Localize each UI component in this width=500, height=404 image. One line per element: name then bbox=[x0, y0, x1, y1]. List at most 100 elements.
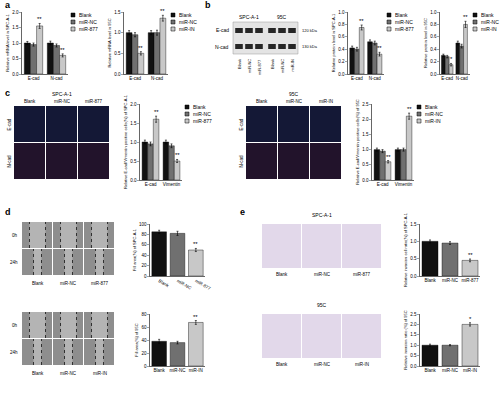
svg-text:100: 100 bbox=[139, 222, 147, 227]
svg-text:Fill area(%) of 95C: Fill area(%) of 95C bbox=[134, 323, 139, 356]
svg-text:E-cad: E-cad bbox=[7, 118, 12, 130]
svg-text:1.0: 1.0 bbox=[362, 147, 369, 152]
svg-text:95C: 95C bbox=[317, 302, 327, 308]
svg-text:80: 80 bbox=[141, 312, 147, 317]
svg-text:E-cad: E-cad bbox=[28, 76, 40, 81]
svg-text:miR-NC: miR-NC bbox=[481, 19, 499, 25]
svg-text:80: 80 bbox=[141, 232, 147, 237]
svg-text:E-cad: E-cad bbox=[239, 118, 244, 130]
svg-text:Relative protein level in SPC-: Relative protein level in SPC-A-1 bbox=[331, 13, 336, 72]
svg-text:miR-NC: miR-NC bbox=[179, 19, 197, 25]
svg-text:24h: 24h bbox=[10, 350, 18, 355]
svg-text:2.0: 2.0 bbox=[130, 102, 137, 107]
svg-text:1.0: 1.0 bbox=[430, 10, 437, 15]
svg-text:1.0: 1.0 bbox=[114, 30, 121, 35]
svg-text:**: ** bbox=[160, 8, 165, 14]
svg-text:Blank: Blank bbox=[158, 278, 171, 288]
svg-text:0h: 0h bbox=[12, 323, 18, 328]
svg-text:miR-IN: miR-IN bbox=[290, 59, 295, 72]
svg-text:miR-IN: miR-IN bbox=[463, 368, 477, 373]
svg-text:miR-NC: miR-NC bbox=[442, 368, 459, 373]
svg-text:60: 60 bbox=[141, 325, 147, 330]
svg-text:E-cad: E-cad bbox=[216, 27, 229, 33]
svg-text:130 kDa: 130 kDa bbox=[302, 44, 318, 49]
svg-text:miR-NC: miR-NC bbox=[425, 111, 443, 117]
svg-text:miR-877: miR-877 bbox=[91, 281, 109, 286]
svg-text:0.5: 0.5 bbox=[362, 162, 369, 167]
svg-text:e: e bbox=[240, 207, 245, 217]
svg-text:**: ** bbox=[407, 106, 412, 112]
svg-text:miR-NC: miR-NC bbox=[314, 272, 331, 277]
svg-text:miR-877: miR-877 bbox=[395, 26, 414, 32]
svg-text:N-cad: N-cad bbox=[50, 76, 63, 81]
svg-text:**: ** bbox=[359, 18, 364, 24]
svg-text:0.0: 0.0 bbox=[114, 72, 121, 77]
svg-text:**: ** bbox=[193, 314, 198, 320]
svg-text:Relative protein level in 95C: Relative protein level in 95C bbox=[423, 18, 428, 68]
svg-text:miR-NC: miR-NC bbox=[60, 281, 77, 286]
svg-text:1.0: 1.0 bbox=[130, 140, 137, 145]
svg-text:95C: 95C bbox=[289, 91, 299, 97]
svg-text:E-cad: E-cad bbox=[441, 76, 453, 81]
svg-text:60: 60 bbox=[141, 242, 147, 247]
svg-text:N-cad: N-cad bbox=[456, 76, 469, 81]
svg-text:miR-IN: miR-IN bbox=[425, 118, 441, 124]
svg-text:Relative mRNA level in 95C: Relative mRNA level in 95C bbox=[107, 18, 112, 67]
svg-text:0.4: 0.4 bbox=[430, 47, 437, 52]
svg-text:0.4: 0.4 bbox=[338, 47, 345, 52]
svg-text:0.5: 0.5 bbox=[130, 159, 137, 164]
svg-text:miR-877: miR-877 bbox=[85, 99, 103, 104]
svg-text:Relative invasion ratio (%) of: Relative invasion ratio (%) of 95C bbox=[403, 310, 408, 369]
svg-text:Fill area(%) of SPC-A-1: Fill area(%) of SPC-A-1 bbox=[132, 228, 137, 271]
svg-text:E-cad: E-cad bbox=[145, 182, 157, 187]
svg-text:SPC-A-1: SPC-A-1 bbox=[239, 14, 259, 20]
svg-text:**: ** bbox=[175, 152, 180, 158]
svg-text:miR-IN: miR-IN bbox=[93, 371, 107, 376]
svg-text:20: 20 bbox=[141, 351, 147, 356]
svg-text:Vimentin: Vimentin bbox=[395, 182, 413, 187]
svg-text:*: * bbox=[469, 316, 472, 322]
svg-text:Blank: Blank bbox=[395, 12, 408, 18]
svg-text:1.0: 1.0 bbox=[410, 343, 417, 348]
svg-text:40: 40 bbox=[141, 253, 147, 258]
svg-text:miR-NC: miR-NC bbox=[170, 368, 187, 373]
svg-text:1.5: 1.5 bbox=[12, 25, 19, 30]
svg-text:N-cad: N-cad bbox=[7, 155, 12, 168]
svg-text:0: 0 bbox=[144, 274, 147, 279]
svg-text:miR-NC: miR-NC bbox=[176, 278, 193, 291]
svg-text:miR-NC: miR-NC bbox=[314, 362, 331, 367]
svg-text:0.0: 0.0 bbox=[130, 178, 137, 183]
svg-text:miR-877: miR-877 bbox=[257, 59, 262, 75]
svg-text:0.8: 0.8 bbox=[430, 22, 437, 27]
svg-text:**: ** bbox=[60, 47, 65, 53]
svg-text:miR-NC: miR-NC bbox=[60, 371, 77, 376]
svg-text:0.5: 0.5 bbox=[410, 256, 417, 261]
svg-text:miR-NC: miR-NC bbox=[247, 59, 252, 73]
svg-text:miR-NC: miR-NC bbox=[442, 278, 459, 283]
svg-text:0.0: 0.0 bbox=[410, 364, 417, 369]
svg-text:120 kDa: 120 kDa bbox=[302, 28, 318, 33]
svg-text:0h: 0h bbox=[12, 233, 18, 238]
svg-text:**: ** bbox=[463, 14, 468, 20]
svg-text:0.5: 0.5 bbox=[12, 56, 19, 61]
svg-text:2.5: 2.5 bbox=[410, 312, 417, 317]
svg-text:Blank: Blank bbox=[276, 362, 288, 367]
svg-text:miR-NC: miR-NC bbox=[395, 19, 413, 25]
svg-text:Blank: Blank bbox=[481, 12, 494, 18]
svg-text:2.0: 2.0 bbox=[12, 10, 19, 15]
svg-text:Blank: Blank bbox=[32, 371, 44, 376]
svg-text:Blank: Blank bbox=[179, 12, 192, 18]
svg-text:miR-NC: miR-NC bbox=[193, 111, 211, 117]
svg-text:1.0: 1.0 bbox=[410, 239, 417, 244]
svg-text:0: 0 bbox=[144, 364, 147, 369]
svg-text:d: d bbox=[5, 207, 11, 217]
svg-text:0.0: 0.0 bbox=[410, 274, 417, 279]
svg-text:0.0: 0.0 bbox=[338, 72, 345, 77]
svg-text:1.5: 1.5 bbox=[114, 10, 121, 15]
svg-text:miR-IN: miR-IN bbox=[355, 362, 369, 367]
svg-text:E-cad: E-cad bbox=[129, 76, 141, 81]
svg-text:2.0: 2.0 bbox=[362, 117, 369, 122]
svg-text:0.0: 0.0 bbox=[430, 72, 437, 77]
svg-text:Blank: Blank bbox=[425, 104, 438, 110]
svg-text:Blank: Blank bbox=[424, 368, 436, 373]
